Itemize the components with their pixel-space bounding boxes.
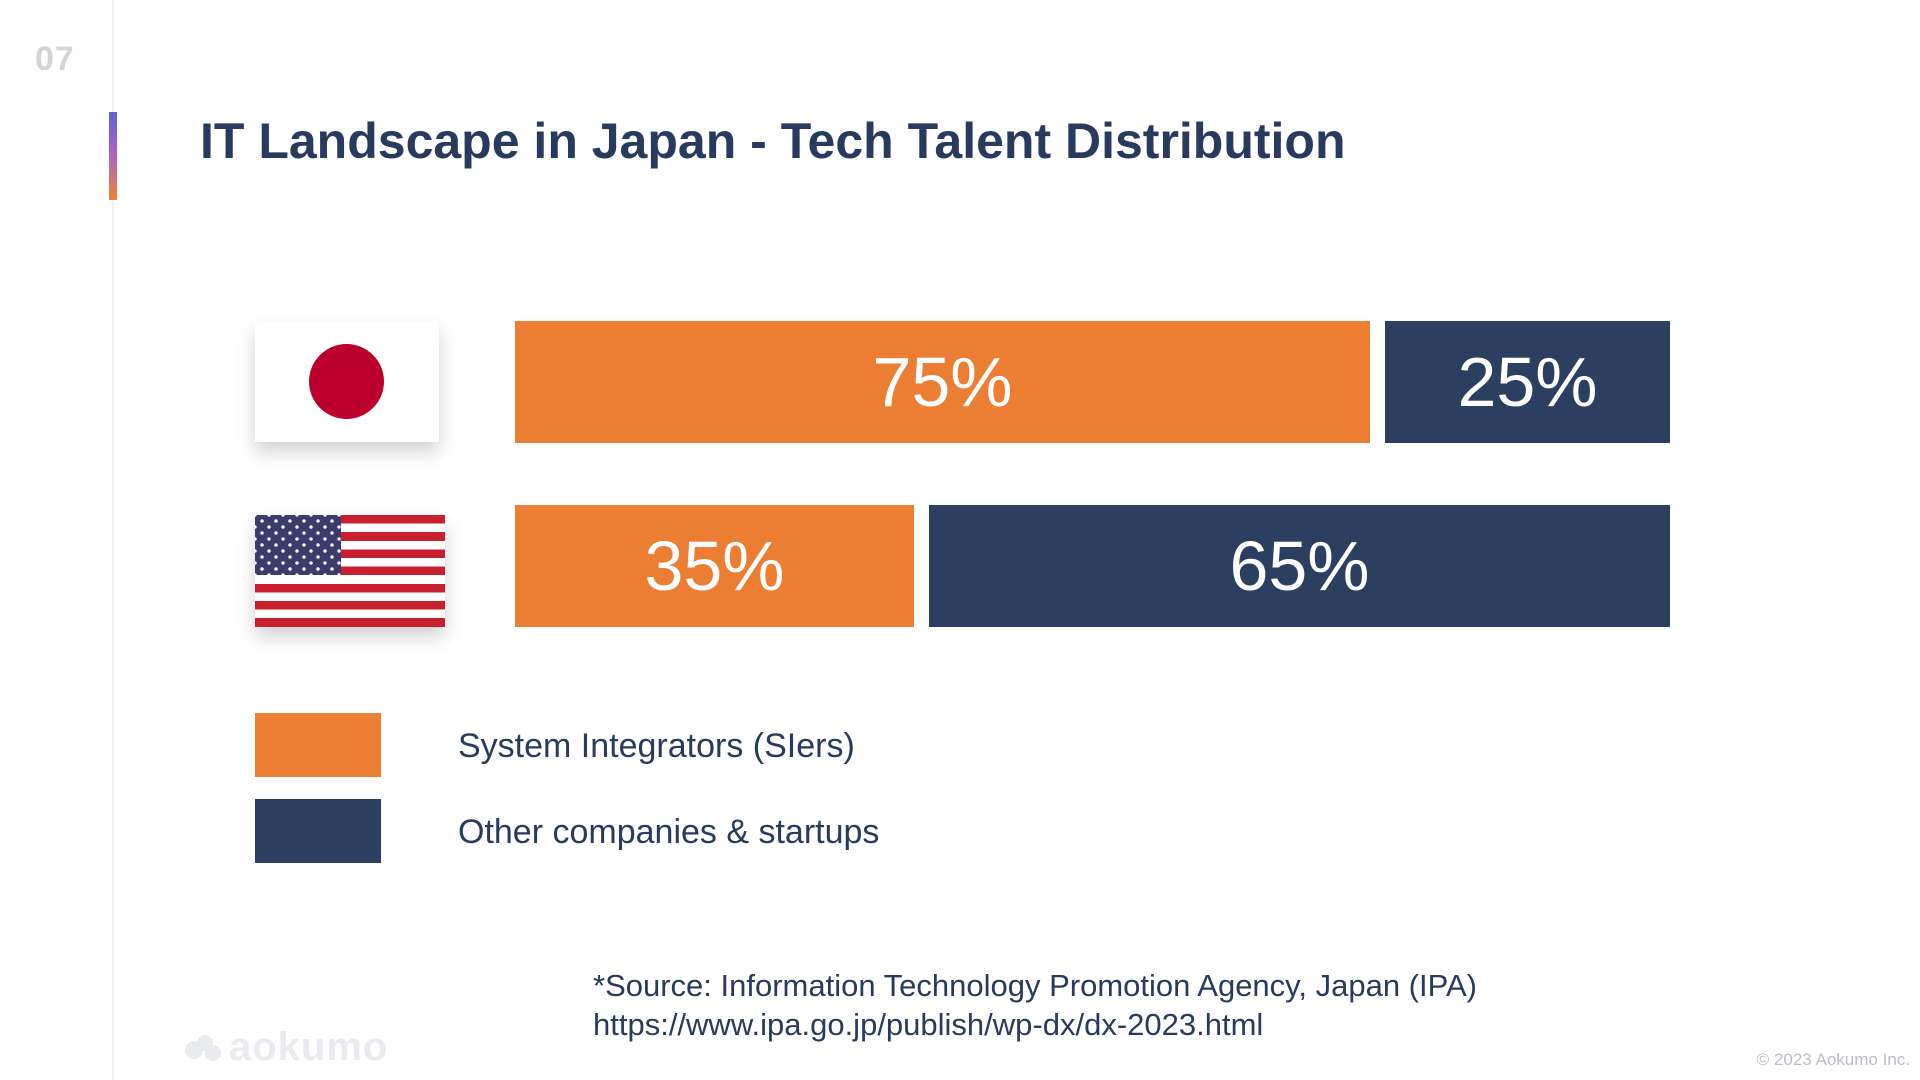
copyright-notice: © 2023 Aokumo Inc.: [1756, 1050, 1910, 1069]
page-number: 07: [35, 40, 75, 78]
page-title: IT Landscape in Japan - Tech Talent Dist…: [200, 113, 1346, 169]
bar-segment-system-integrators: 35%: [515, 505, 914, 627]
japan-flag-disc: [309, 344, 384, 419]
source-citation: *Source: Information Technology Promotio…: [593, 968, 1477, 1003]
legend-swatch-system-integrators: [255, 713, 381, 777]
legend-label-system-integrators: System Integrators (SIers): [458, 727, 855, 765]
cloud-logo-icon: [185, 1034, 223, 1061]
usa-flag-icon: [255, 515, 445, 627]
title-accent-bar: [109, 112, 117, 200]
source-note: *Source: Information Technology Promotio…: [593, 966, 1477, 1044]
source-url: https://www.ipa.go.jp/publish/wp-dx/dx-2…: [593, 1007, 1264, 1042]
left-divider: [112, 0, 114, 1080]
bar-segment-other-companies: 25%: [1385, 321, 1670, 443]
logo-wordmark: aokumo: [229, 1025, 389, 1069]
legend-swatch-other-companies: [255, 799, 381, 863]
bar-value-label: 65%: [1229, 527, 1370, 605]
bar-segment-system-integrators: 75%: [515, 321, 1370, 443]
bar-value-label: 35%: [644, 527, 785, 605]
japan-flag-icon: [255, 321, 439, 442]
legend-label-other-companies: Other companies & startups: [458, 813, 880, 851]
bar-row-usa: 35% 65%: [515, 505, 1670, 627]
bar-row-japan: 75% 25%: [515, 321, 1670, 443]
usa-flag-canton: [255, 515, 341, 575]
bar-segment-other-companies: 65%: [929, 505, 1670, 627]
bar-value-label: 75%: [872, 343, 1013, 421]
company-logo: aokumo: [185, 1025, 388, 1070]
bar-value-label: 25%: [1457, 343, 1598, 421]
